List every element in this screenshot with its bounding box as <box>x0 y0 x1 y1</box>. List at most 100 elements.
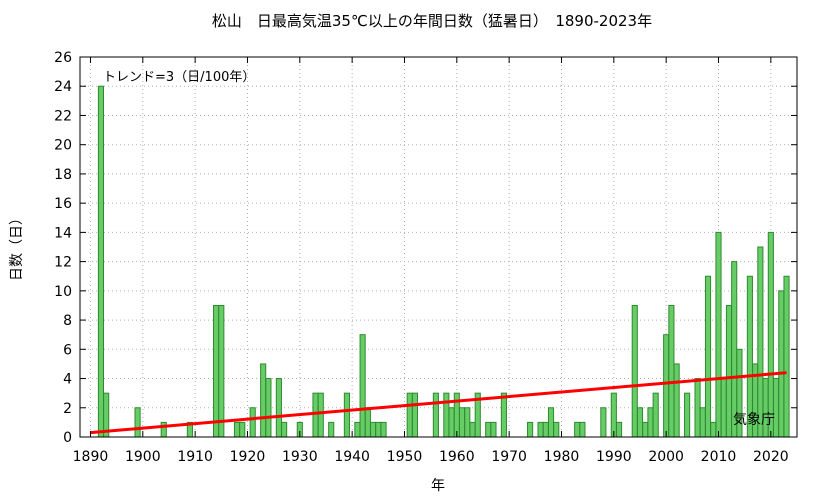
bar <box>783 275 790 438</box>
y-tick-label: 6 <box>63 342 72 358</box>
bar <box>731 261 738 438</box>
x-tick-label: 1960 <box>439 449 475 465</box>
bar <box>380 421 387 438</box>
y-tick-label: 22 <box>54 108 72 124</box>
plot-frame <box>79 56 798 438</box>
bar <box>249 407 256 438</box>
bar <box>636 407 644 438</box>
y-tick-label: 14 <box>54 225 72 241</box>
bar <box>778 290 785 438</box>
bar <box>448 407 455 438</box>
y-tick-label: 4 <box>63 372 72 388</box>
y-tick-label: 10 <box>54 284 72 300</box>
bar <box>574 421 581 438</box>
bar <box>218 304 225 438</box>
bar <box>359 334 366 438</box>
y-tick-label: 2 <box>63 401 72 417</box>
bar <box>275 378 282 438</box>
bar <box>343 392 350 438</box>
bar <box>411 392 419 438</box>
bar <box>354 421 361 438</box>
y-tick-label: 18 <box>54 167 72 183</box>
bar <box>406 392 413 438</box>
bar <box>432 392 439 438</box>
bar <box>767 231 774 438</box>
bar <box>317 392 324 438</box>
y-axis-label: 日数（日） <box>9 211 25 281</box>
bar <box>673 363 680 438</box>
bar <box>553 421 560 438</box>
bar <box>715 231 722 438</box>
x-tick-label: 1930 <box>282 449 318 465</box>
bar <box>762 378 769 438</box>
bar <box>663 334 670 438</box>
bar <box>547 407 555 438</box>
bar <box>668 304 675 438</box>
x-tick-label: 1980 <box>544 449 580 465</box>
bar <box>725 304 733 438</box>
x-tick-label: 1910 <box>177 449 213 465</box>
bar <box>542 421 549 438</box>
bar <box>537 421 544 438</box>
y-tick-label: 24 <box>54 79 72 95</box>
bar <box>500 392 507 438</box>
bar <box>710 421 717 438</box>
bar <box>260 363 267 438</box>
bar <box>464 407 471 438</box>
y-tick-label: 12 <box>54 255 72 271</box>
bar <box>527 421 534 438</box>
y-tick-label: 8 <box>63 313 72 329</box>
bar <box>328 421 335 438</box>
x-axis-label: 年 <box>431 478 445 494</box>
x-tick-label: 1890 <box>73 449 109 465</box>
bar <box>233 421 241 438</box>
y-tick-label: 26 <box>54 50 72 66</box>
bar <box>443 392 450 438</box>
bar <box>579 421 586 438</box>
x-tick-label: 1950 <box>387 449 423 465</box>
bar <box>704 275 712 438</box>
bar <box>370 421 377 438</box>
x-tick-label: 2020 <box>753 449 789 465</box>
y-tick-label: 16 <box>54 196 72 212</box>
bar <box>364 407 371 438</box>
bar <box>720 378 727 438</box>
bar <box>694 378 701 438</box>
bar <box>610 392 617 438</box>
bar <box>265 378 272 438</box>
x-tick-label: 1970 <box>491 449 527 465</box>
bar <box>458 407 466 438</box>
bar <box>684 392 691 438</box>
bars <box>97 85 790 438</box>
x-tick-label: 1900 <box>125 449 161 465</box>
bar <box>469 421 476 438</box>
bar <box>652 392 659 438</box>
bar <box>134 407 141 438</box>
x-tick-label: 2000 <box>648 449 684 465</box>
bar <box>160 421 167 438</box>
chart-title: 松山 日最高気温35℃以上の年間日数（猛暑日） 1890-2023年 <box>212 12 652 30</box>
bar <box>773 378 780 438</box>
bar <box>485 421 492 438</box>
bar <box>490 421 497 438</box>
y-tick-label: 20 <box>54 138 72 154</box>
bar <box>281 421 288 438</box>
bar <box>642 421 649 438</box>
bar <box>631 304 638 438</box>
bar <box>699 407 706 438</box>
bar <box>600 407 607 438</box>
bar <box>615 421 623 438</box>
bar <box>757 246 764 438</box>
x-tick-label: 1920 <box>230 449 266 465</box>
x-tick-label: 1990 <box>596 449 632 465</box>
trend-line <box>90 371 787 435</box>
bar <box>239 421 246 438</box>
bar <box>312 392 319 438</box>
y-tick-label: 0 <box>63 430 72 446</box>
trend-annotation: トレンド=3（日/100年） <box>103 70 255 85</box>
bar <box>375 421 382 438</box>
x-tick-label: 1940 <box>334 449 370 465</box>
bar <box>97 85 104 438</box>
